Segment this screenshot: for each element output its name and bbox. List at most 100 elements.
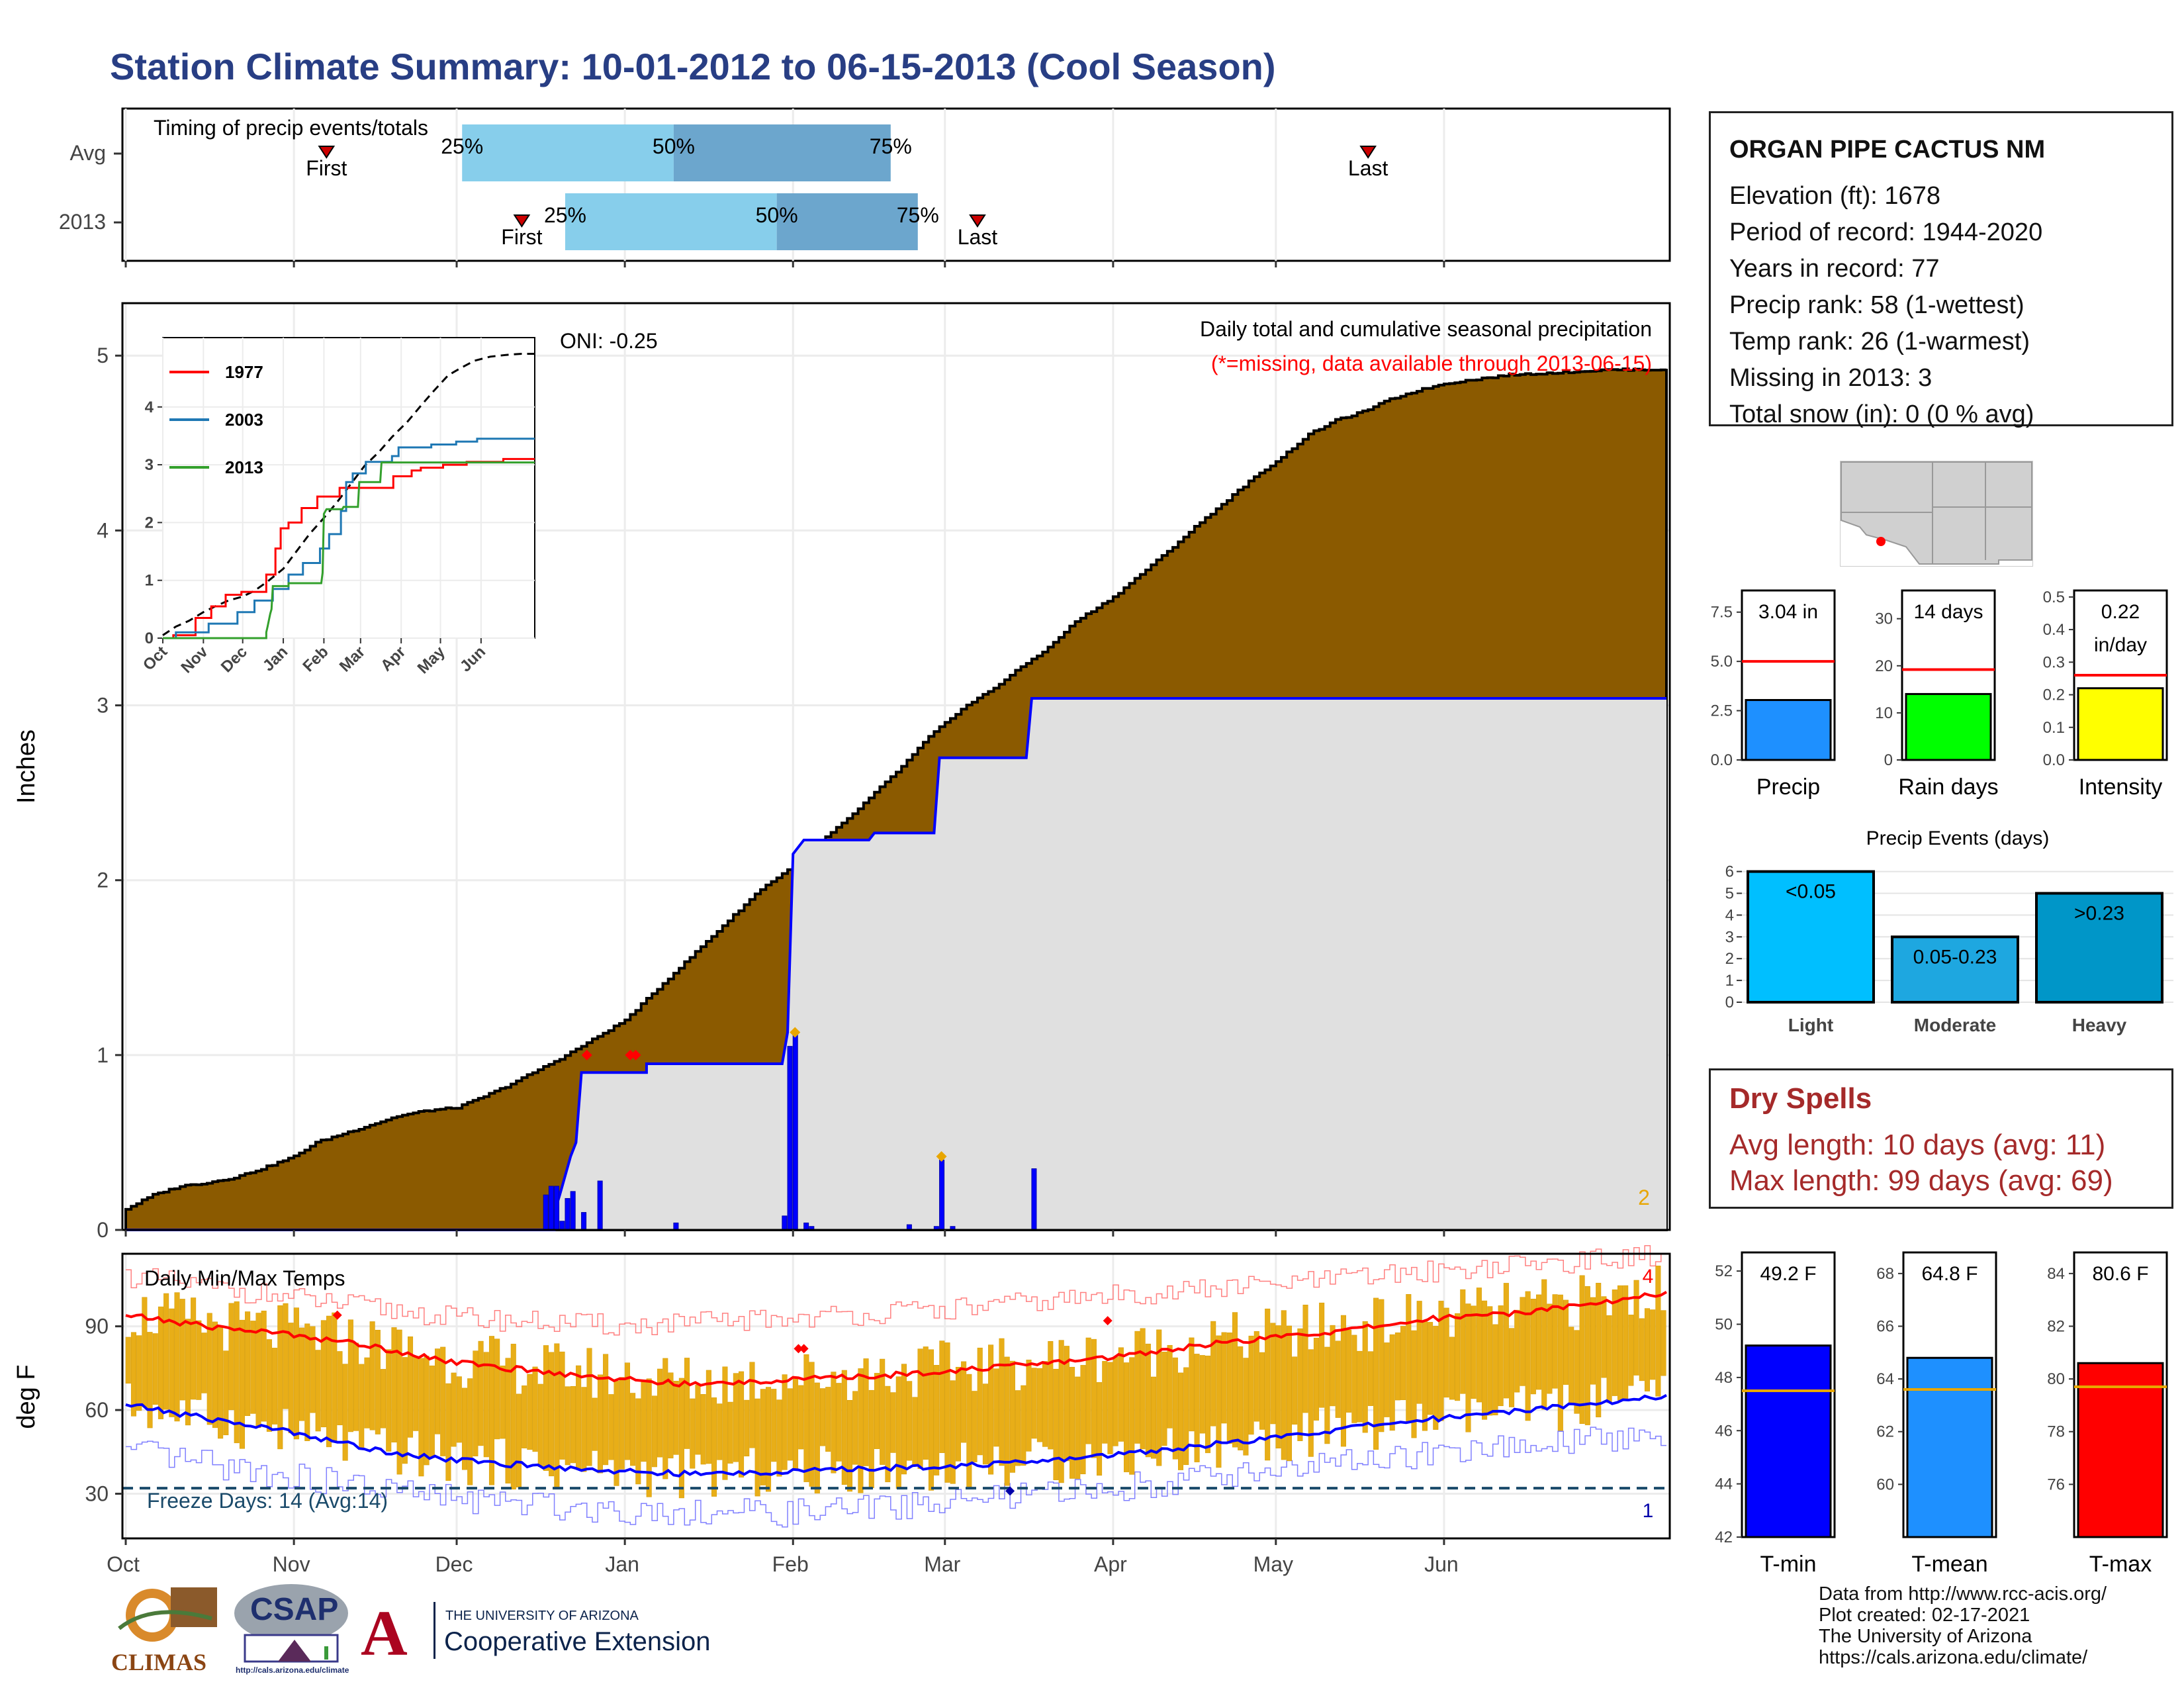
temp-daily-bar [592, 1397, 598, 1451]
temp-daily-bar [1596, 1282, 1602, 1418]
temp-daily-bar [1617, 1285, 1623, 1401]
temp-chart: 30 60 90 Oct Nov Dec Jan Feb Mar Apr May Jun deg F Da… [13, 1244, 1671, 1576]
temp-daily-bar [1216, 1335, 1222, 1468]
temp-daily-bar [1362, 1321, 1368, 1433]
temp-daily-bar [451, 1372, 457, 1447]
temp-daily-bar [912, 1397, 918, 1466]
temp-daily-bar [1232, 1312, 1238, 1448]
temp-daily-bar [939, 1340, 945, 1453]
temp-daily-bar [1080, 1365, 1086, 1474]
temp-daily-bar [369, 1321, 375, 1430]
temp-daily-bar [1042, 1361, 1048, 1447]
temp-daily-bar [266, 1339, 272, 1432]
temp-daily-bar [375, 1330, 381, 1434]
temp-daily-bar [1661, 1310, 1666, 1376]
inset-avg-line [162, 352, 535, 636]
temp-daily-bar [614, 1381, 619, 1486]
summary-value-label-Rain days: 14 days [1913, 601, 1983, 623]
temp-daily-bar [1476, 1288, 1482, 1403]
temp-daily-bar [445, 1383, 451, 1481]
temp-daily-bar [641, 1380, 647, 1462]
temp-daily-bar [1574, 1330, 1580, 1414]
temp-daily-bar [293, 1307, 299, 1440]
temp-daily-bar [858, 1368, 864, 1493]
precip-chart-title: Daily total and cumulative seasonal prec… [1200, 317, 1652, 341]
precip-y-axis-label: Inches [13, 729, 40, 804]
temp-daily-bar [179, 1299, 185, 1401]
timing-bar-25-50 [462, 124, 674, 181]
temp-daily-bar [1569, 1327, 1574, 1405]
summary-y-tick-label: 30 [1875, 610, 1893, 628]
summary-y-tick-label: 0.5 [2043, 588, 2065, 606]
temp-daily-bar [1612, 1289, 1617, 1396]
temp-daily-bar [353, 1342, 359, 1431]
precip-max-marker [790, 1027, 801, 1038]
temp-daily-bar [1400, 1326, 1406, 1401]
temp-daily-bar [386, 1349, 392, 1452]
summary-value-label-T-min: 49.2 F [1760, 1263, 1816, 1285]
csap-url: http://cals.arizona.edu/climate [236, 1665, 349, 1675]
precip-chart-subtitle: (*=missing, data available through 2013-… [1211, 352, 1652, 375]
temp-daily-bar [1226, 1333, 1232, 1444]
temp-daily-bar [662, 1358, 668, 1479]
temp-daily-bar [191, 1297, 197, 1400]
temp-daily-bar [852, 1391, 858, 1465]
temp-daily-bar [999, 1338, 1005, 1466]
temp-daily-bar [727, 1401, 733, 1464]
temp-daily-bar [125, 1336, 131, 1384]
temp-daily-bar [1313, 1337, 1319, 1421]
temp-daily-bar [245, 1311, 251, 1417]
temp-daily-bar [402, 1357, 408, 1464]
summary-bar-Intensity [2077, 687, 2164, 761]
temp-daily-bar [1036, 1368, 1042, 1442]
precip-y-tick-label: 4 [97, 518, 109, 542]
summary-axis-label-Precip: Precip [1756, 774, 1820, 800]
temp-daily-bar [1525, 1291, 1531, 1421]
temp-daily-bar [917, 1348, 923, 1469]
temp-daily-bar [1520, 1297, 1525, 1386]
timing-label-75: 75% [870, 134, 912, 158]
summary-unit-label-Intensity: in/day [2094, 634, 2147, 656]
temp-daily-bar [185, 1319, 191, 1426]
temp-daily-bar [500, 1366, 506, 1439]
summary-y-tick-label: 64 [1876, 1370, 1894, 1388]
station-years: Years in record: 77 [1729, 255, 1940, 283]
temp-daily-bar [895, 1376, 901, 1489]
station-snow: Total snow (in): 0 (0 % avg) [1729, 400, 2034, 428]
temp-daily-bar [483, 1352, 489, 1458]
temp-daily-bar [1650, 1309, 1656, 1380]
temp-daily-bar [1373, 1297, 1379, 1450]
x-axis-month-label: Apr [1094, 1552, 1127, 1576]
temp-daily-bar [863, 1358, 869, 1466]
temp-daily-bar [527, 1374, 533, 1450]
station-period: Period of record: 1944-2020 [1729, 218, 2043, 246]
temp-daily-bar [657, 1368, 663, 1458]
temp-daily-bar [1346, 1329, 1352, 1413]
temp-daily-bar [678, 1378, 684, 1499]
temp-daily-bar [1498, 1305, 1504, 1407]
temp-daily-bar [880, 1358, 886, 1465]
x-axis-month-label: Dec [435, 1552, 473, 1576]
inset-legend-label-2003: 2003 [225, 410, 263, 430]
summary-y-tick-label: 68 [1876, 1265, 1894, 1283]
temp-daily-bar [543, 1345, 549, 1471]
temp-daily-bar [760, 1389, 766, 1485]
x-axis-month-label: Mar [924, 1552, 960, 1576]
temp-daily-bar [1151, 1376, 1157, 1459]
precip-missing-count: 2 [1638, 1186, 1650, 1209]
temp-daily-bar [1085, 1337, 1091, 1444]
summary-y-tick-label: 48 [1715, 1369, 1733, 1387]
temp-daily-bar [1443, 1307, 1449, 1398]
temp-daily-bar [1097, 1382, 1103, 1476]
temp-daily-bar [1482, 1300, 1488, 1420]
summary-y-tick-label: 0 [1884, 751, 1893, 769]
x-axis-month-label: Jun [1424, 1552, 1459, 1576]
summary-y-tick-label: 0.3 [2043, 653, 2065, 671]
temp-daily-bar [684, 1358, 690, 1449]
temp-daily-bar [1281, 1310, 1287, 1460]
precip-daily-bar [559, 1221, 565, 1231]
temp-daily-bar [1530, 1299, 1536, 1395]
temp-daily-bar [320, 1320, 326, 1428]
temp-daily-bar [1487, 1306, 1493, 1416]
temp-daily-bar [739, 1371, 745, 1477]
